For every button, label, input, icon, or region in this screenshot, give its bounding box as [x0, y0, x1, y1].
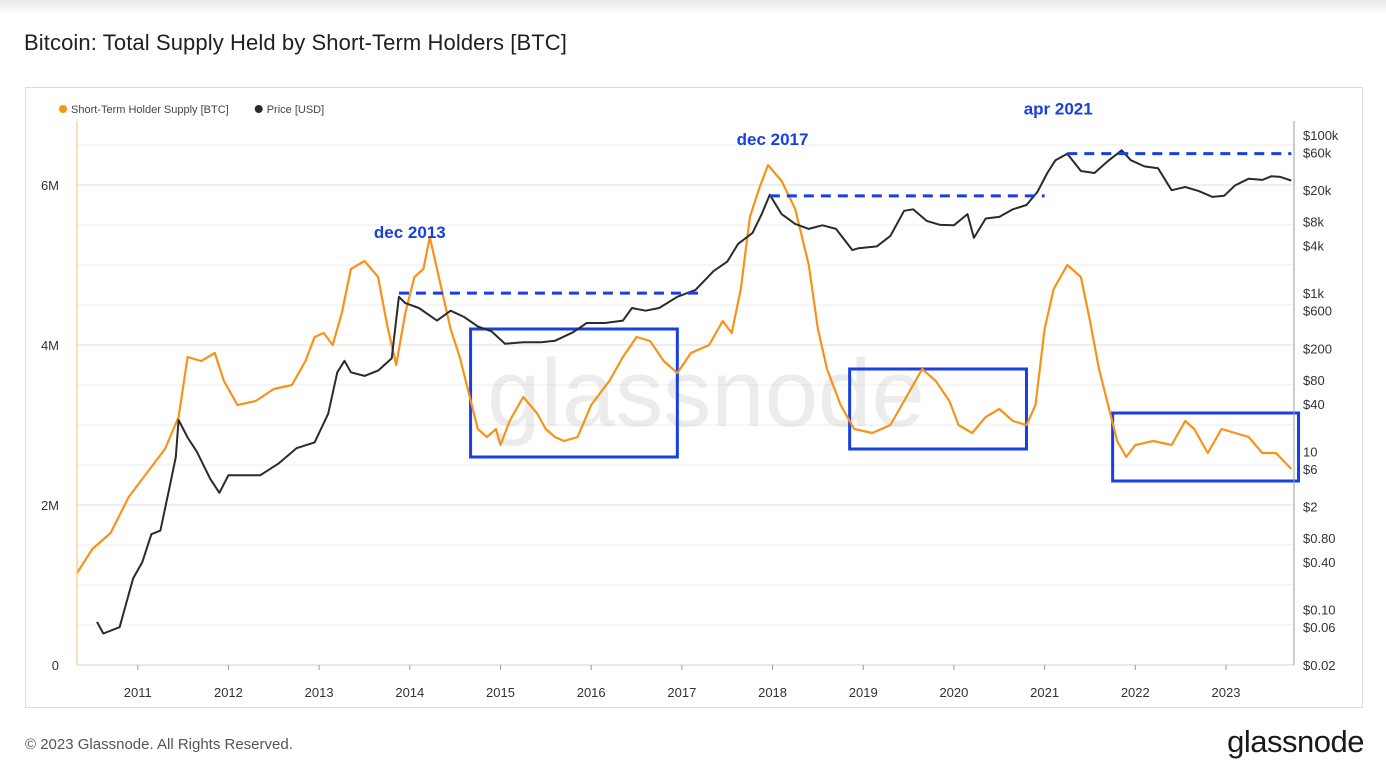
- x-tick-label: 2012: [214, 685, 243, 700]
- x-tick-label: 2013: [305, 685, 334, 700]
- x-tick-label: 2014: [395, 685, 424, 700]
- chart-frame: glassnode dec 2013 dec 2017 apr 2021 0 2M 4M…: [25, 87, 1363, 708]
- left-tick-label: 2M: [41, 498, 59, 513]
- annotation-layer: dec 2013 dec 2017 apr 2021: [374, 100, 1093, 242]
- glassnode-logo[interactable]: glassnode: [1227, 724, 1364, 759]
- right-tick-label: $8k: [1303, 215, 1324, 230]
- annotation-label: dec 2017: [737, 130, 809, 149]
- price-line[interactable]: [96, 149, 1292, 635]
- x-tick-label: 2015: [486, 685, 515, 700]
- highlight-box: [848, 367, 1028, 451]
- sth-supply-line[interactable]: [76, 163, 1293, 574]
- x-tick-label: 2023: [1212, 685, 1241, 700]
- x-tick-label: 2016: [577, 685, 606, 700]
- legend-label: Short-Term Holder Supply [BTC]: [71, 104, 229, 116]
- right-tick-label: $0.10: [1303, 603, 1336, 618]
- right-tick-label: $6: [1303, 462, 1317, 477]
- highlight-box: [1111, 411, 1301, 483]
- legend-dot-icon: [59, 105, 67, 113]
- annotation-label: dec 2013: [374, 223, 446, 242]
- right-tick-label: $40: [1303, 397, 1325, 412]
- chart[interactable]: glassnode dec 2013 dec 2017 apr 2021 0 2M 4M…: [26, 88, 1362, 707]
- x-tick-label: 2019: [849, 685, 878, 700]
- right-tick-label: $20k: [1303, 183, 1332, 198]
- x-tick-label: 2017: [667, 685, 696, 700]
- x-tick-label: 2020: [939, 685, 968, 700]
- right-tick-label: $0.40: [1303, 555, 1336, 570]
- grid-layer: [77, 144, 1294, 666]
- x-tick-label: 2011: [124, 685, 152, 700]
- right-tick-label: $60k: [1303, 145, 1332, 160]
- right-tick-label: $2: [1303, 500, 1317, 515]
- axis-layer: 0 2M 4M 6M $100k $60k $20k $8k $4k $1k $600 $200 $80…: [41, 121, 1339, 700]
- right-tick-label: $4k: [1303, 239, 1324, 254]
- series-layer[interactable]: [76, 149, 1293, 635]
- right-tick-label: $200: [1303, 341, 1332, 356]
- legend-label: Price [USD]: [267, 104, 324, 116]
- right-tick-label: $0.02: [1303, 658, 1336, 673]
- reference-line-layer: [398, 152, 1292, 295]
- left-tick-label: 6M: [41, 178, 59, 193]
- page-title: Bitcoin: Total Supply Held by Short-Term…: [24, 30, 567, 55]
- legend[interactable]: Short-Term Holder Supply [BTC] Price [USD…: [59, 104, 324, 116]
- watermark-text: glassnode: [487, 340, 925, 447]
- highlight-box-layer: [469, 327, 1301, 483]
- annotation-label: apr 2021: [1024, 100, 1093, 119]
- legend-dot-icon: [254, 105, 263, 113]
- right-tick-label: $80: [1303, 373, 1325, 388]
- x-tick-label: 2021: [1030, 685, 1059, 700]
- x-tick-label: 2022: [1121, 685, 1150, 700]
- right-tick-label: $100k: [1303, 128, 1339, 143]
- highlight-box: [469, 327, 679, 459]
- top-shade: [0, 0, 1386, 14]
- right-tick-label: 10: [1303, 444, 1317, 459]
- right-tick-label: $0.80: [1303, 531, 1336, 546]
- x-tick-label: 2018: [758, 685, 787, 700]
- right-tick-label: $0.06: [1303, 620, 1336, 635]
- left-tick-label: 0: [52, 658, 59, 673]
- right-tick-label: $600: [1303, 304, 1332, 319]
- right-tick-label: $1k: [1303, 286, 1324, 301]
- left-tick-label: 4M: [41, 338, 59, 353]
- copyright-text: © 2023 Glassnode. All Rights Reserved.: [25, 736, 293, 753]
- legend-item[interactable]: Price [USD]: [254, 104, 324, 116]
- legend-item[interactable]: Short-Term Holder Supply [BTC]: [59, 104, 229, 116]
